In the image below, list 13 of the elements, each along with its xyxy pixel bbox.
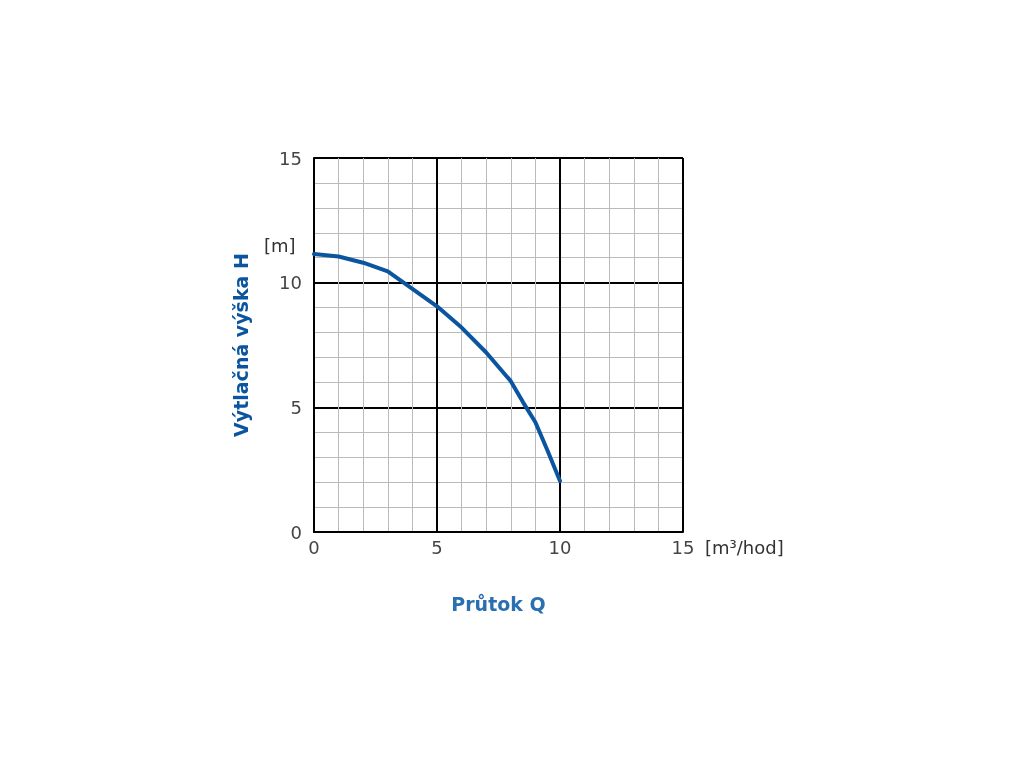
y-tick-label: 15 (279, 147, 302, 169)
x-tick-label: 15 (671, 536, 695, 558)
y-axis-title: Výtlačná výška H (229, 253, 252, 437)
x-axis-title: Průtok Q (451, 592, 546, 615)
y-tick-label: 10 (279, 272, 302, 294)
y-tick-label: 5 (290, 396, 302, 418)
text: [m] (264, 234, 296, 256)
x-tick-label: 5 (431, 536, 443, 558)
x-tick-label: 10 (548, 536, 572, 558)
line-series (312, 251, 562, 483)
y-tick-label: 0 (290, 521, 302, 543)
text: [m³/hod] (705, 536, 784, 558)
x-tick-label: 0 (308, 536, 320, 558)
